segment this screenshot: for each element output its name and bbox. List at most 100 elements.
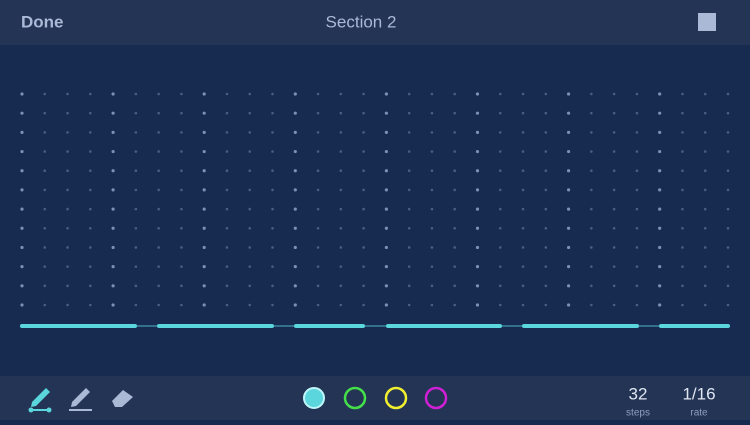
step-dot[interactable] — [111, 130, 115, 134]
step-dot[interactable] — [521, 92, 525, 96]
step-dot[interactable] — [293, 92, 297, 96]
step-dot[interactable] — [66, 111, 69, 115]
note[interactable] — [157, 324, 274, 328]
step-dot[interactable] — [180, 207, 183, 211]
step-dot[interactable] — [271, 246, 274, 249]
step-dot[interactable] — [316, 265, 320, 268]
step-dot[interactable] — [658, 207, 662, 211]
step-dot[interactable] — [658, 188, 662, 192]
step-dot[interactable] — [407, 226, 411, 230]
step-dot[interactable] — [248, 284, 252, 288]
step-dot[interactable] — [635, 111, 639, 115]
step-dot[interactable] — [384, 92, 388, 96]
step-dot[interactable] — [544, 303, 548, 307]
step-dot[interactable] — [612, 246, 616, 249]
step-dot[interactable] — [407, 92, 411, 96]
step-dot[interactable] — [20, 284, 24, 288]
step-dot[interactable] — [612, 226, 616, 230]
step-dot[interactable] — [612, 131, 616, 134]
step-dot[interactable] — [202, 207, 206, 211]
step-dot[interactable] — [384, 188, 388, 192]
step-dot[interactable] — [20, 169, 24, 173]
color-green[interactable] — [343, 386, 367, 410]
step-dot[interactable] — [498, 303, 502, 307]
color-magenta[interactable] — [424, 386, 448, 410]
step-dot[interactable] — [157, 169, 160, 173]
step-dot[interactable] — [43, 226, 47, 230]
step-dot[interactable] — [339, 303, 343, 307]
step-dot[interactable] — [248, 131, 252, 134]
step-dot[interactable] — [726, 226, 730, 230]
step-dot[interactable] — [430, 207, 434, 211]
step-dot[interactable] — [339, 169, 343, 173]
step-dot[interactable] — [658, 226, 662, 230]
step-dot[interactable] — [66, 188, 69, 192]
step-dot[interactable] — [271, 207, 274, 211]
step-dot[interactable] — [521, 131, 525, 134]
step-dot[interactable] — [430, 92, 434, 96]
note[interactable] — [294, 324, 365, 328]
step-dot[interactable] — [726, 92, 730, 96]
step-dot[interactable] — [612, 303, 616, 307]
step-dot[interactable] — [658, 169, 662, 173]
step-dot[interactable] — [681, 284, 684, 288]
step-dot[interactable] — [681, 150, 684, 153]
step-dot[interactable] — [225, 92, 229, 96]
step-dot[interactable] — [271, 92, 274, 96]
step-dot[interactable] — [293, 265, 297, 269]
step-dot[interactable] — [566, 111, 571, 115]
step-dot[interactable] — [111, 245, 115, 250]
step-dot[interactable] — [521, 265, 525, 268]
step-dot[interactable] — [271, 284, 274, 288]
step-dot[interactable] — [362, 207, 365, 211]
step-dot[interactable] — [475, 149, 480, 154]
step-dot[interactable] — [89, 265, 92, 268]
step-dot[interactable] — [293, 207, 297, 211]
step-dot[interactable] — [339, 188, 343, 192]
step-dot[interactable] — [20, 245, 24, 250]
step-dot[interactable] — [566, 245, 571, 250]
step-dot[interactable] — [111, 303, 115, 307]
step-dot[interactable] — [339, 207, 343, 211]
step-dot[interactable] — [316, 284, 320, 288]
step-dot[interactable] — [20, 130, 24, 134]
step-dot[interactable] — [225, 150, 229, 153]
step-dot[interactable] — [430, 131, 434, 134]
step-dot[interactable] — [475, 226, 480, 230]
step-dot[interactable] — [612, 188, 616, 192]
step-dot[interactable] — [43, 246, 47, 249]
step-dot[interactable] — [316, 150, 320, 153]
step-dot[interactable] — [66, 169, 69, 173]
step-dot[interactable] — [339, 246, 343, 249]
step-dot[interactable] — [384, 245, 388, 250]
step-dot[interactable] — [703, 303, 707, 307]
step-dot[interactable] — [475, 92, 480, 96]
step-dot[interactable] — [111, 149, 115, 154]
step-dot[interactable] — [339, 284, 343, 288]
step-dot[interactable] — [430, 303, 434, 307]
step-dot[interactable] — [248, 226, 252, 230]
step-dot[interactable] — [180, 111, 183, 115]
step-dot[interactable] — [20, 188, 24, 192]
step-dot[interactable] — [590, 150, 593, 153]
step-dot[interactable] — [339, 265, 343, 268]
step-dot[interactable] — [180, 246, 183, 249]
step-dot[interactable] — [157, 226, 160, 230]
step-dot[interactable] — [134, 188, 138, 192]
step-dot[interactable] — [430, 284, 434, 288]
step-dot[interactable] — [453, 169, 457, 173]
step-dot[interactable] — [225, 246, 229, 249]
step-dot[interactable] — [339, 111, 343, 115]
step-dot[interactable] — [544, 111, 548, 115]
step-dot[interactable] — [362, 131, 365, 134]
step-dot[interactable] — [134, 226, 138, 230]
step-dot[interactable] — [202, 303, 206, 307]
step-dot[interactable] — [157, 207, 160, 211]
stop-button[interactable] — [698, 13, 716, 31]
step-dot[interactable] — [521, 226, 525, 230]
step-dot[interactable] — [681, 246, 684, 249]
step-dot[interactable] — [521, 207, 525, 211]
step-dot[interactable] — [134, 169, 138, 173]
step-dot[interactable] — [566, 169, 571, 173]
step-dot[interactable] — [407, 207, 411, 211]
